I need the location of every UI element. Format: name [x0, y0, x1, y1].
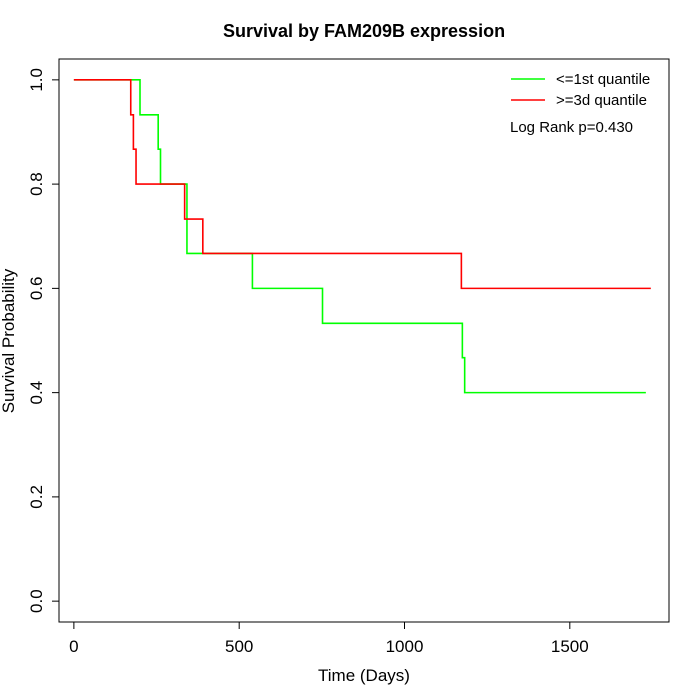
x-axis: 0 500 1000 1500: [69, 621, 589, 656]
x-tick-label: 0: [69, 637, 78, 656]
y-axis-label: Survival Probability: [0, 268, 18, 413]
log-rank-annotation: Log Rank p=0.430: [510, 119, 633, 136]
y-tick-label: 0.0: [27, 589, 46, 613]
chart-title: Survival by FAM209B expression: [223, 21, 505, 41]
x-tick-label: 1000: [386, 637, 424, 656]
series-layer: [73, 79, 651, 394]
y-axis: 0.0 0.2 0.4 0.6 0.8 1.0: [27, 68, 60, 613]
y-tick-label: 0.6: [27, 277, 46, 301]
y-tick-label: 1.0: [27, 68, 46, 92]
y-tick-label: 0.8: [27, 172, 46, 196]
x-tick-label: 500: [225, 637, 253, 656]
legend: <=1st quantile >=3d quantile: [511, 71, 650, 109]
series-line-2: [73, 79, 651, 290]
y-tick-label: 0.4: [27, 381, 46, 405]
legend-label: >=3d quantile: [556, 92, 647, 109]
y-tick-label: 0.2: [27, 485, 46, 509]
x-tick-label: 1500: [551, 637, 589, 656]
legend-label: <=1st quantile: [556, 71, 650, 88]
plot-frame: [58, 58, 670, 623]
x-axis-label: Time (Days): [318, 666, 410, 685]
